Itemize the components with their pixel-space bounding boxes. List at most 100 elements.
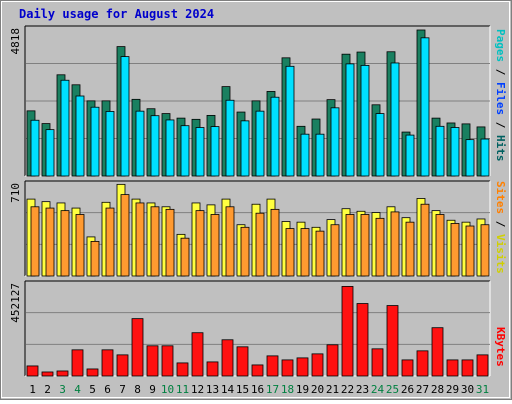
bar-pages-day-4 bbox=[75, 95, 85, 177]
bar-pages-day-31 bbox=[480, 138, 490, 177]
bar-kbytes-day-4 bbox=[71, 349, 84, 377]
bar-pages-day-5 bbox=[90, 106, 100, 177]
bar-sites-day-13 bbox=[210, 214, 220, 277]
bar-pages-day-2 bbox=[45, 129, 55, 177]
panel-kbytes: 452127 KBytes bbox=[9, 280, 507, 377]
bar-sites-day-9 bbox=[150, 206, 160, 277]
bar-pages-day-17 bbox=[270, 96, 280, 177]
x-tick-day-7: 7 bbox=[119, 383, 126, 396]
x-tick-day-11: 11 bbox=[176, 383, 189, 396]
x-tick-day-5: 5 bbox=[89, 383, 96, 396]
bar-pages-day-16 bbox=[255, 110, 265, 177]
bar-pages-day-12 bbox=[195, 127, 205, 177]
bar-sites-day-3 bbox=[60, 210, 70, 277]
bar-sites-day-5 bbox=[90, 240, 100, 277]
x-tick-day-12: 12 bbox=[191, 383, 204, 396]
bar-kbytes-day-28 bbox=[431, 327, 444, 377]
frame-highlight bbox=[1, 1, 510, 398]
bar-kbytes-day-26 bbox=[401, 359, 414, 377]
x-tick-day-2: 2 bbox=[44, 383, 51, 396]
bar-pages-day-22 bbox=[345, 63, 355, 177]
bar-sites-day-11 bbox=[180, 237, 190, 277]
bar-kbytes-day-19 bbox=[296, 357, 309, 377]
legend: KBytes bbox=[494, 327, 507, 367]
bar-pages-day-26 bbox=[405, 134, 415, 177]
x-axis-day-labels: 1 2 3 4 5 6 7 8 9 10 11 12 13 14 15 16 17 18 19 20 21 22 23 24 2… bbox=[29, 383, 489, 396]
x-tick-day-9: 9 bbox=[149, 383, 156, 396]
bar-pages-day-14 bbox=[225, 99, 235, 177]
bar-kbytes-day-15 bbox=[236, 346, 249, 377]
x-tick-day-26: 26 bbox=[401, 383, 414, 396]
x-tick-day-28: 28 bbox=[431, 383, 444, 396]
bar-pages-day-24 bbox=[375, 113, 385, 177]
bar-sites-day-21 bbox=[330, 224, 340, 277]
panel-visits-sites: 710 Sites / Visits bbox=[9, 180, 507, 277]
legend-entry: KBytes bbox=[494, 327, 507, 367]
bar-pages-day-30 bbox=[465, 139, 475, 177]
bar-pages-day-13 bbox=[210, 126, 220, 177]
bar-kbytes-day-20 bbox=[311, 353, 324, 377]
x-tick-day-16: 16 bbox=[251, 383, 264, 396]
bar-sites-day-8 bbox=[135, 202, 145, 277]
bar-pages-day-20 bbox=[315, 133, 325, 177]
panel-hits-files-pages: 4818 Pages / Files / Hits bbox=[9, 25, 507, 177]
bar-pages-day-10 bbox=[165, 119, 175, 177]
x-tick-day-8: 8 bbox=[134, 383, 141, 396]
legend-entry: / bbox=[494, 115, 507, 129]
bar-pages-day-7 bbox=[120, 56, 130, 177]
bar-kbytes-day-2 bbox=[41, 371, 54, 377]
x-tick-day-10: 10 bbox=[161, 383, 174, 396]
bar-sites-day-14 bbox=[225, 206, 235, 277]
bar-pages-day-18 bbox=[285, 65, 295, 177]
x-tick-day-14: 14 bbox=[221, 383, 235, 396]
bar-kbytes-day-18 bbox=[281, 359, 294, 377]
bar-pages-day-28 bbox=[435, 125, 445, 177]
legend: Sites / Visits bbox=[494, 181, 507, 274]
x-tick-day-3: 3 bbox=[59, 383, 66, 396]
bar-sites-day-2 bbox=[45, 207, 55, 277]
bar-kbytes-day-24 bbox=[371, 348, 384, 377]
x-tick-day-23: 23 bbox=[356, 383, 369, 396]
bar-pages-day-27 bbox=[420, 37, 430, 177]
bar-kbytes-day-16 bbox=[251, 364, 264, 377]
bar-kbytes-day-22 bbox=[341, 286, 354, 377]
x-tick-day-13: 13 bbox=[206, 383, 219, 396]
legend-entry: / bbox=[494, 214, 507, 228]
bar-kbytes-day-30 bbox=[461, 359, 474, 377]
bar-kbytes-day-21 bbox=[326, 344, 339, 377]
bar-sites-day-20 bbox=[315, 230, 325, 277]
bar-sites-day-15 bbox=[240, 226, 250, 277]
bar-kbytes-day-8 bbox=[131, 318, 144, 377]
bar-sites-day-31 bbox=[480, 224, 490, 277]
x-tick-day-27: 27 bbox=[416, 383, 429, 396]
bar-pages-day-23 bbox=[360, 64, 370, 177]
bar-pages-day-15 bbox=[240, 120, 250, 177]
bar-sites-day-1 bbox=[30, 206, 40, 277]
bar-kbytes-day-5 bbox=[86, 368, 99, 377]
bar-sites-day-24 bbox=[375, 217, 385, 277]
x-tick-day-31: 31 bbox=[476, 383, 489, 396]
legend-entry: Pages bbox=[494, 29, 507, 62]
bar-sites-day-22 bbox=[345, 214, 355, 277]
bar-kbytes-day-7 bbox=[116, 354, 129, 377]
x-tick-day-19: 19 bbox=[296, 383, 309, 396]
y-axis-max-label: 710 bbox=[9, 183, 22, 203]
x-tick-day-1: 1 bbox=[29, 383, 36, 396]
x-tick-day-25: 25 bbox=[386, 383, 399, 396]
x-tick-day-22: 22 bbox=[341, 383, 354, 396]
bar-pages-day-1 bbox=[30, 119, 40, 177]
x-tick-day-20: 20 bbox=[311, 383, 324, 396]
bar-kbytes-day-3 bbox=[56, 370, 69, 377]
bar-pages-day-19 bbox=[300, 133, 310, 177]
bar-kbytes-day-10 bbox=[161, 345, 174, 377]
bar-pages-day-11 bbox=[180, 125, 190, 177]
bar-pages-day-3 bbox=[60, 79, 70, 177]
bar-sites-day-17 bbox=[270, 208, 280, 277]
bar-sites-day-30 bbox=[465, 225, 475, 277]
bar-sites-day-23 bbox=[360, 214, 370, 277]
bar-kbytes-day-29 bbox=[446, 359, 459, 377]
bar-kbytes-day-12 bbox=[191, 332, 204, 377]
bar-kbytes-day-25 bbox=[386, 305, 399, 377]
